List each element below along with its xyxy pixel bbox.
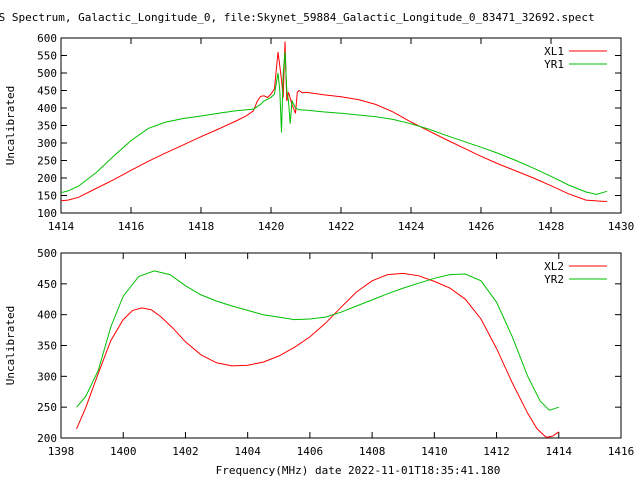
x-tick-label: 1426 — [468, 220, 495, 233]
y-tick-label: 350 — [37, 340, 57, 353]
x-tick-label: 1422 — [328, 220, 355, 233]
y-tick-label: 250 — [37, 401, 57, 414]
y-tick-label: 150 — [37, 190, 57, 203]
legend-label-yr2: YR2 — [544, 273, 564, 286]
legend-label-xl2: XL2 — [544, 260, 564, 273]
plot-frame — [60, 37, 622, 214]
x-tick-label: 1418 — [188, 220, 215, 233]
series-line-xl2 — [76, 272, 560, 438]
y-tick-label: 200 — [37, 172, 57, 185]
y-tick-label: 450 — [37, 85, 57, 98]
x-tick-label: 1414 — [48, 220, 75, 233]
x-tick-label: 1410 — [421, 445, 448, 458]
y-tick-label: 400 — [37, 309, 57, 322]
y-tick-label: 500 — [37, 247, 57, 260]
y-tick-label: 500 — [37, 67, 57, 80]
x-tick-label: 1420 — [258, 220, 285, 233]
x-tick-label: 1414 — [546, 445, 573, 458]
y-axis-label: Uncalibrated — [4, 86, 17, 165]
x-tick-label: 1404 — [234, 445, 261, 458]
x-tick-label: 1424 — [398, 220, 425, 233]
x-axis-label: Frequency(MHz) date 2022-11-01T18:35:41.… — [216, 464, 501, 477]
chart-panel-1: 100 150 200 250 300 350 400 450 500 550 600 1414 141… — [4, 32, 634, 233]
x-tick-label: 1428 — [538, 220, 565, 233]
x-tick-label: 1430 — [608, 220, 635, 233]
plot-frame — [60, 252, 622, 439]
series-line-yr2 — [76, 270, 559, 411]
x-tick-label: 1416 — [608, 445, 635, 458]
x-tick-label: 1412 — [483, 445, 510, 458]
y-tick-label: 300 — [37, 370, 57, 383]
legend-label-xl1: XL1 — [544, 45, 564, 58]
y-tick-label: 100 — [37, 207, 57, 220]
y-tick-label: 350 — [37, 120, 57, 133]
x-tick-label: 1402 — [172, 445, 199, 458]
x-tick-label: 1416 — [118, 220, 145, 233]
x-tick-label: 1408 — [359, 445, 386, 458]
y-tick-label: 600 — [37, 32, 57, 45]
y-axis-label: Uncalibrated — [4, 306, 17, 385]
series-line-yr1 — [60, 51, 608, 195]
x-tick-label: 1398 — [48, 445, 75, 458]
legend-label-yr1: YR1 — [544, 58, 564, 71]
y-tick-label: 250 — [37, 155, 57, 168]
chart-panel-2: 200 250 300 350 400 450 500 1398 1400 1402 1404 140… — [4, 247, 634, 477]
y-tick-label: 400 — [37, 102, 57, 115]
x-tick-label: 1406 — [297, 445, 324, 458]
y-tick-label: 200 — [37, 432, 57, 445]
y-tick-label: 300 — [37, 137, 57, 150]
series-line-xl1 — [60, 41, 607, 202]
x-tick-label: 1400 — [110, 445, 137, 458]
y-tick-label: 450 — [37, 278, 57, 291]
y-tick-label: 550 — [37, 50, 57, 63]
figure-title: ES Spectrum, Galactic_Longitude_0, file:… — [0, 11, 595, 24]
